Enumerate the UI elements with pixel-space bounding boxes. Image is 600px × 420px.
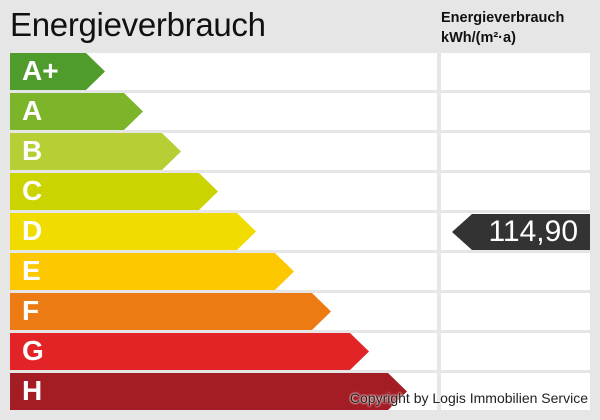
class-label: C xyxy=(22,175,43,206)
value-cell xyxy=(441,53,590,90)
value-cell xyxy=(441,93,590,130)
class-label: B xyxy=(22,135,43,166)
value-cell xyxy=(441,373,590,410)
value-indicator: 114,90 xyxy=(452,214,590,250)
class-arrow: E xyxy=(10,253,294,290)
value-cell xyxy=(441,133,590,170)
copyright-text: Copyright by Logis Immobilien Service xyxy=(349,390,588,406)
class-arrow: H xyxy=(10,373,407,410)
column-header-unit: kWh/(m²·a) xyxy=(441,30,516,46)
chart-title: Energieverbrauch xyxy=(10,6,266,43)
class-arrow: A+ xyxy=(10,53,105,90)
class-label: H xyxy=(22,375,43,406)
class-label: G xyxy=(22,335,44,366)
class-arrow: D xyxy=(10,213,256,250)
class-arrow: G xyxy=(10,333,369,370)
class-arrow: F xyxy=(10,293,331,330)
value-cell xyxy=(441,253,590,290)
column-header-line1: Energieverbrauch xyxy=(441,10,565,26)
class-arrow: C xyxy=(10,173,218,210)
value-text: 114,90 xyxy=(488,215,578,248)
class-label: D xyxy=(22,215,43,246)
class-label: A xyxy=(22,95,43,126)
value-cell xyxy=(441,293,590,330)
value-cell xyxy=(441,173,590,210)
class-label: F xyxy=(22,295,40,326)
column-header: Energieverbrauch kWh/(m²·a) xyxy=(441,8,564,48)
class-arrow: B xyxy=(10,133,181,170)
class-label: A+ xyxy=(22,55,59,86)
value-cell xyxy=(441,333,590,370)
class-label: E xyxy=(22,255,41,286)
class-arrow: A xyxy=(10,93,143,130)
